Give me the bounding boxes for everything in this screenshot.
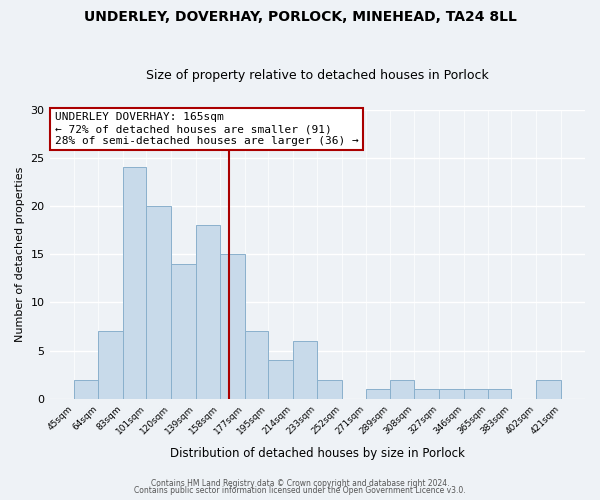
Bar bbox=[196, 226, 220, 399]
Text: Contains HM Land Registry data © Crown copyright and database right 2024.: Contains HM Land Registry data © Crown c… bbox=[151, 478, 449, 488]
Bar bbox=[293, 341, 317, 399]
Bar bbox=[146, 206, 171, 399]
Bar bbox=[536, 380, 560, 399]
Bar bbox=[488, 390, 511, 399]
Bar bbox=[74, 380, 98, 399]
Bar bbox=[439, 390, 464, 399]
Text: UNDERLEY DOVERHAY: 165sqm
← 72% of detached houses are smaller (91)
28% of semi-: UNDERLEY DOVERHAY: 165sqm ← 72% of detac… bbox=[55, 112, 359, 146]
Y-axis label: Number of detached properties: Number of detached properties bbox=[15, 166, 25, 342]
Bar bbox=[245, 332, 268, 399]
Text: Contains public sector information licensed under the Open Government Licence v3: Contains public sector information licen… bbox=[134, 486, 466, 495]
Bar bbox=[220, 254, 245, 399]
X-axis label: Distribution of detached houses by size in Porlock: Distribution of detached houses by size … bbox=[170, 447, 465, 460]
Bar bbox=[317, 380, 342, 399]
Text: UNDERLEY, DOVERHAY, PORLOCK, MINEHEAD, TA24 8LL: UNDERLEY, DOVERHAY, PORLOCK, MINEHEAD, T… bbox=[83, 10, 517, 24]
Title: Size of property relative to detached houses in Porlock: Size of property relative to detached ho… bbox=[146, 69, 488, 82]
Bar bbox=[390, 380, 415, 399]
Bar bbox=[98, 332, 123, 399]
Bar bbox=[415, 390, 439, 399]
Bar bbox=[171, 264, 196, 399]
Bar bbox=[464, 390, 488, 399]
Bar bbox=[123, 168, 146, 399]
Bar bbox=[367, 390, 390, 399]
Bar bbox=[268, 360, 293, 399]
